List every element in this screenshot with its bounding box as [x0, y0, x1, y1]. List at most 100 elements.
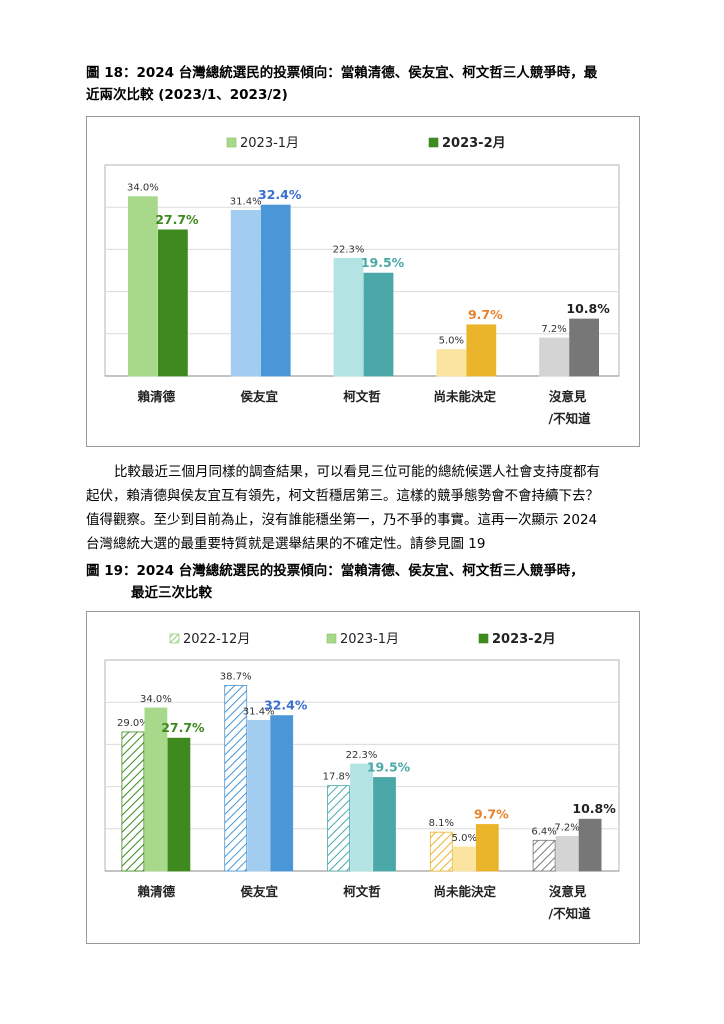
- category-label: /不知道: [549, 906, 592, 921]
- data-label: 19.5%: [361, 255, 405, 270]
- data-label: 5.0%: [439, 336, 464, 347]
- figure-19-title-line1: 圖 19：2024 台灣總統選民的投票傾向：當賴清德、侯友宜、柯文哲三人競爭時，: [86, 563, 584, 579]
- legend-label: 2023-1月: [340, 632, 399, 647]
- bar: [363, 272, 394, 377]
- bar: [230, 209, 261, 377]
- legend-label: 2023-2月: [492, 632, 556, 647]
- category-label: 賴清德: [138, 389, 176, 404]
- legend-swatch: [428, 137, 439, 148]
- paragraph-line-2: 起伏，賴清德與侯友宜互有領先，柯文哲穩居第三。這樣的競爭態勢會不會持續下去？: [86, 488, 599, 504]
- data-label: 10.8%: [566, 301, 610, 316]
- bar: [475, 824, 499, 872]
- bar: [539, 337, 570, 377]
- legend-swatch: [478, 633, 489, 644]
- bar: [373, 777, 396, 872]
- bar: [247, 720, 271, 872]
- category-label: 侯友宜: [240, 884, 278, 899]
- bar: [144, 707, 168, 872]
- data-label: 8.1%: [429, 818, 454, 829]
- data-label: 19.5%: [367, 759, 411, 774]
- data-label: 6.4%: [531, 826, 556, 837]
- data-label: 9.7%: [474, 806, 509, 821]
- paragraph-line-1: 比較最近三個月同樣的調查結果，可以看見三位可能的總統候選人社會支持度都有: [114, 464, 600, 480]
- category-label: 柯文哲: [343, 884, 381, 899]
- bar: [436, 349, 467, 377]
- bar-group-undecided: 5.0% 9.7%: [436, 307, 503, 377]
- data-label: 7.2%: [554, 822, 579, 833]
- category-label: 沒意見: [549, 389, 587, 404]
- data-label: 7.2%: [541, 324, 566, 335]
- figure-18-chart-svg: 2023-1月 2023-2月 34.0% 27.7% 賴清德 31.4%32.4% 侯友宜…: [104, 136, 620, 426]
- bar-group-no-opinion: 7.2%10.8%: [539, 301, 610, 377]
- bar: [452, 846, 476, 872]
- category-label: 柯文哲: [343, 389, 381, 404]
- bar: [466, 324, 497, 377]
- bar-group-undecided: 8.1% 5.0% 9.7%: [429, 806, 509, 872]
- bar: [333, 257, 364, 377]
- legend-item: 2023-2月: [478, 632, 556, 647]
- figure-18-title: 圖 18：2024 台灣總統選民的投票傾向：當賴清德、侯友宜、柯文哲三人競爭時，…: [86, 62, 646, 106]
- category-label: 賴清德: [138, 884, 176, 899]
- category-label: 尚未能決定: [434, 884, 497, 899]
- figure-19-title-line2: 最近三次比較: [131, 585, 212, 601]
- legend-item: 2022-12月: [169, 632, 250, 647]
- legend-item: 2023-2月: [428, 136, 506, 151]
- bar: [578, 818, 602, 872]
- data-label: 17.8%: [323, 772, 355, 783]
- bar: [260, 204, 291, 377]
- data-label: 27.7%: [161, 720, 205, 735]
- figure-18-title-line1: 圖 18：2024 台灣總統選民的投票傾向：當賴清德、侯友宜、柯文哲三人競爭時，…: [86, 65, 598, 81]
- bar: [429, 831, 453, 872]
- legend-swatch: [226, 137, 237, 148]
- legend-label: 2023-1月: [240, 136, 299, 151]
- legend-item: 2023-1月: [226, 136, 299, 151]
- category-label: 尚未能決定: [434, 389, 497, 404]
- bar: [158, 229, 188, 377]
- bar: [569, 318, 600, 377]
- legend-label: 2023-2月: [442, 136, 506, 151]
- data-label: 34.0%: [127, 183, 159, 194]
- figure-19-chart: 2022-12月 2023-1月 2023-2月 29.0% 34.0% 27.7% 賴清德…: [86, 611, 640, 944]
- data-label: 38.7%: [220, 671, 252, 682]
- bar-group-hou: 38.7% 31.4%32.4%: [220, 671, 308, 872]
- paragraph-line-3: 值得觀察。至少到目前為止，沒有誰能穩坐第一，乃不爭的事實。這再一次顯示 2024: [86, 512, 598, 528]
- category-label: /不知道: [549, 411, 592, 426]
- bar: [270, 715, 294, 872]
- data-label: 10.8%: [572, 801, 616, 816]
- bar-group-no-opinion: 6.4%7.2% 10.8%: [531, 801, 616, 872]
- data-label: 9.7%: [468, 307, 503, 322]
- legend-swatch: [326, 633, 337, 644]
- data-label: 31.4%: [230, 196, 262, 207]
- data-label: 34.0%: [140, 694, 172, 705]
- bar: [327, 785, 350, 872]
- bar: [128, 196, 158, 377]
- bar-group-ko: 17.8% 22.3%19.5%: [323, 750, 411, 872]
- legend-item: 2023-1月: [326, 632, 399, 647]
- data-label: 31.4%: [243, 706, 275, 717]
- figure-18-chart: 2023-1月 2023-2月 34.0% 27.7% 賴清德 31.4% 32.4% 侯友宜…: [86, 116, 640, 447]
- category-label: 沒意見: [549, 884, 587, 899]
- bar: [532, 839, 556, 872]
- data-label: 32.4%: [264, 698, 308, 713]
- paragraph-line-4: 台灣總統大選的最重要特質就是選舉結果的不確定性。請參見圖 19: [86, 536, 486, 552]
- legend-swatch: [169, 633, 180, 644]
- bar-group-ko: 22.3%19.5%: [333, 244, 405, 377]
- legend-label: 2022-12月: [183, 632, 250, 647]
- body-paragraph: 比較最近三個月同樣的調查結果，可以看見三位可能的總統候選人社會支持度都有 起伏，…: [86, 460, 642, 556]
- bar-group-lai: 34.0% 27.7%: [127, 183, 199, 377]
- data-label: 22.3%: [346, 750, 378, 761]
- data-label: 27.7%: [155, 212, 199, 227]
- bar-group-lai: 29.0% 34.0% 27.7%: [117, 694, 205, 872]
- data-label: 32.4%: [258, 187, 302, 202]
- figure-19-chart-svg: 2022-12月 2023-1月 2023-2月 29.0% 34.0% 27.7% 賴清德…: [104, 632, 620, 921]
- bar: [224, 685, 248, 872]
- bar: [167, 737, 191, 872]
- bar: [121, 731, 145, 872]
- data-label: 29.0%: [117, 718, 149, 729]
- bar: [350, 763, 373, 872]
- data-label: 5.0%: [452, 833, 477, 844]
- figure-18-title-line2: 近兩次比較 (2023/1、2023/2): [86, 87, 288, 103]
- bar-group-hou: 31.4%32.4%: [230, 187, 302, 377]
- bar: [555, 836, 579, 872]
- figure-19-title: 圖 19：2024 台灣總統選民的投票傾向：當賴清德、侯友宜、柯文哲三人競爭時，…: [86, 560, 646, 604]
